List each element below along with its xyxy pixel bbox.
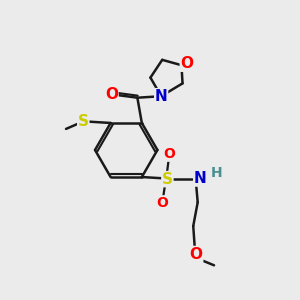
Text: O: O	[156, 196, 168, 210]
Text: N: N	[194, 171, 207, 186]
Text: N: N	[155, 89, 167, 104]
Text: O: O	[163, 147, 175, 161]
Text: O: O	[105, 87, 118, 102]
Text: S: S	[78, 114, 89, 129]
Text: S: S	[162, 172, 173, 187]
Text: O: O	[180, 56, 193, 71]
Text: O: O	[190, 247, 203, 262]
Text: H: H	[211, 166, 222, 180]
